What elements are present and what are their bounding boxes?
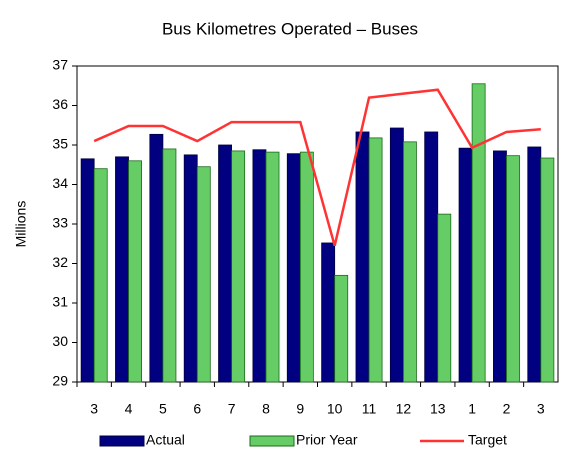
y-tick-label: 29 xyxy=(52,373,68,389)
x-tick-label: 7 xyxy=(228,401,236,417)
bar xyxy=(458,147,473,383)
x-tick-label: 11 xyxy=(362,401,377,417)
bar xyxy=(93,168,108,383)
bar xyxy=(80,158,95,383)
bar xyxy=(540,157,555,383)
legend-label: Target xyxy=(468,432,507,448)
bar xyxy=(368,137,383,383)
bar xyxy=(218,144,233,383)
x-tick-label: 3 xyxy=(90,401,98,417)
x-tick-label: 13 xyxy=(430,401,446,417)
y-tick-label: 35 xyxy=(52,136,68,152)
x-tick-label: 1 xyxy=(468,401,476,417)
y-tick-label: 30 xyxy=(52,333,68,349)
chart-title: Bus Kilometres Operated – Buses xyxy=(162,19,418,38)
x-tick-label: 9 xyxy=(296,401,304,417)
bar xyxy=(334,274,349,383)
bar xyxy=(149,133,164,383)
x-tick-label: 4 xyxy=(125,401,133,417)
bar xyxy=(355,131,370,383)
bar xyxy=(162,148,177,383)
x-tick-label: 12 xyxy=(396,401,412,417)
bar xyxy=(527,146,542,383)
bar xyxy=(437,213,452,383)
y-tick-label: 31 xyxy=(52,294,68,310)
bar xyxy=(471,83,486,383)
bar xyxy=(389,127,404,383)
bar xyxy=(299,151,314,383)
x-tick-label: 6 xyxy=(193,401,201,417)
legend-label: Prior Year xyxy=(296,432,358,448)
x-tick-label: 5 xyxy=(159,401,167,417)
x-tick-label: 10 xyxy=(327,401,343,417)
x-tick-label: 2 xyxy=(503,401,511,417)
bar xyxy=(286,153,301,383)
plot-area xyxy=(76,65,559,383)
bar xyxy=(506,155,520,383)
bar xyxy=(424,131,439,383)
bar xyxy=(231,150,246,383)
bar xyxy=(493,150,507,383)
bar xyxy=(183,154,198,383)
bar xyxy=(128,160,142,383)
bar xyxy=(196,166,211,383)
target-line xyxy=(93,88,541,247)
bar xyxy=(115,156,129,383)
bar xyxy=(252,149,267,383)
x-tick-label: 3 xyxy=(537,401,545,417)
y-tick-label: 32 xyxy=(52,254,68,270)
bar xyxy=(265,151,280,383)
x-tick-label: 8 xyxy=(262,401,270,417)
legend-swatch xyxy=(249,435,295,447)
bar xyxy=(321,242,336,383)
bar xyxy=(402,141,417,383)
y-tick-label: 37 xyxy=(52,57,68,73)
y-tick-label: 33 xyxy=(52,215,68,231)
legend-swatch xyxy=(99,435,145,447)
legend-label: Actual xyxy=(146,432,185,448)
y-tick-label: 36 xyxy=(52,96,68,112)
y-tick-label: 34 xyxy=(52,175,68,191)
y-axis-label: Millions xyxy=(13,201,29,248)
